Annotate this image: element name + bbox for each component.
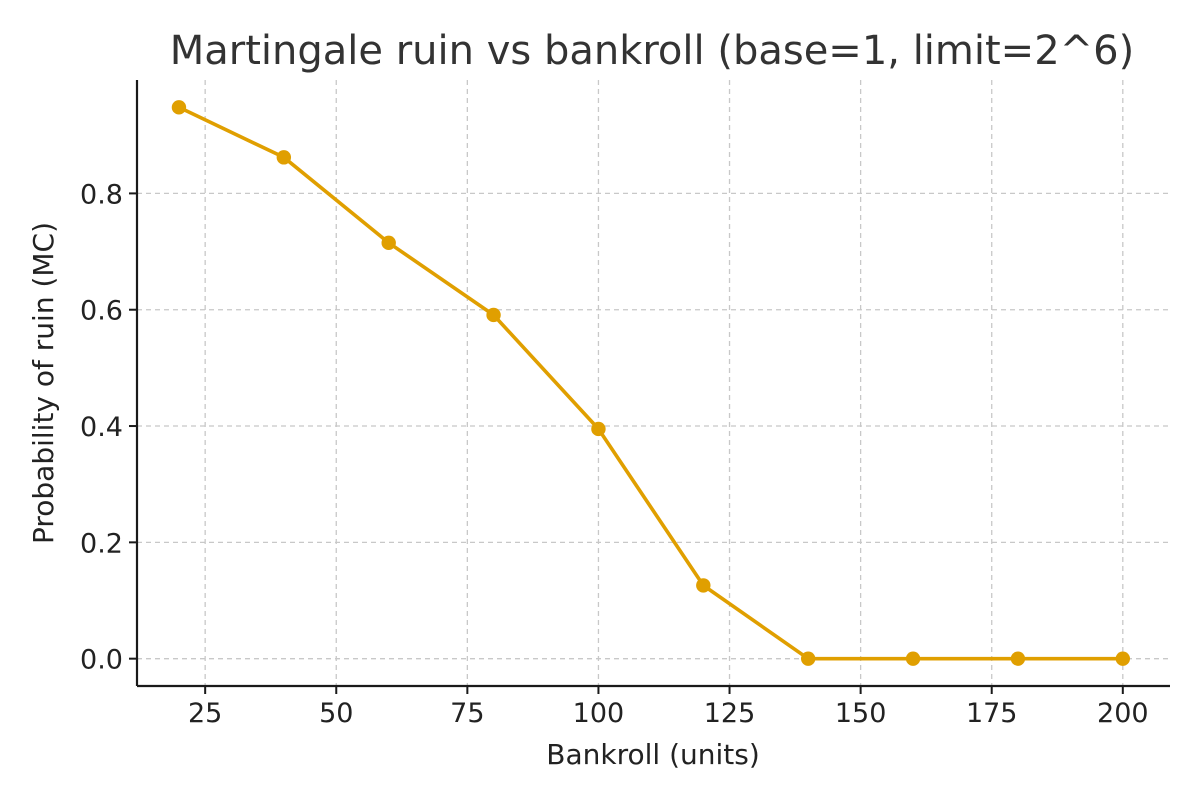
- x-axis-ticks: 25 50 75 100 125 150 175 200: [188, 686, 1149, 729]
- x-tick-label: 175: [966, 698, 1018, 729]
- data-point: [905, 651, 921, 666]
- y-axis-ticks: 0.0 0.2 0.4 0.6 0.8: [80, 179, 137, 676]
- data-point: [800, 651, 816, 666]
- data-point: [1115, 651, 1131, 666]
- y-tick-label: 0.8: [80, 179, 123, 210]
- data-point: [486, 307, 501, 323]
- grid: [137, 80, 1170, 686]
- data-point: [591, 421, 606, 437]
- y-tick-label: 0.0: [80, 645, 123, 676]
- x-tick-label: 100: [573, 698, 625, 729]
- x-tick-label: 25: [188, 698, 222, 729]
- data-point: [171, 100, 187, 115]
- x-tick-label: 50: [319, 698, 353, 729]
- x-tick-label: 150: [835, 698, 887, 729]
- axes: [135, 80, 1170, 688]
- y-tick-label: 0.4: [80, 412, 123, 443]
- x-tick-label: 200: [1097, 698, 1149, 729]
- data-point: [276, 150, 292, 165]
- data-point: [1010, 651, 1026, 666]
- y-axis-label: Probability of ruin (MC): [27, 222, 60, 544]
- data-point: [696, 578, 711, 593]
- series-group: [171, 100, 1131, 666]
- y-tick-label: 0.6: [80, 296, 123, 327]
- series-line: [178, 105, 1123, 661]
- x-tick-label: 125: [704, 698, 756, 729]
- chart-title: Martingale ruin vs bankroll (base=1, lim…: [170, 28, 1134, 74]
- y-tick-label: 0.2: [80, 528, 123, 559]
- data-point: [381, 235, 396, 251]
- x-tick-label: 75: [450, 698, 484, 729]
- x-axis-label: Bankroll (units): [546, 738, 760, 771]
